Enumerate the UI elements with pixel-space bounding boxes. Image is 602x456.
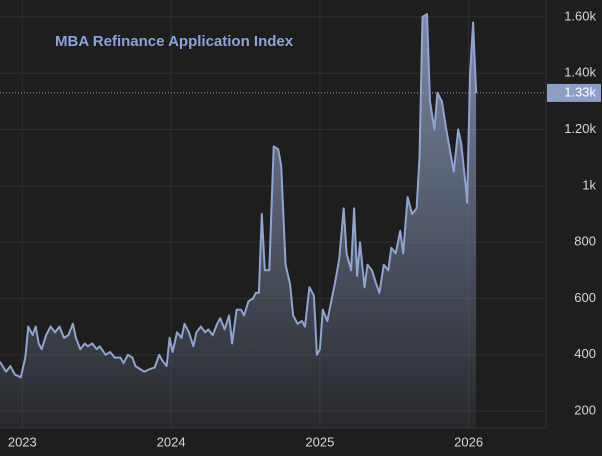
x-tick-label: 2023 bbox=[8, 434, 37, 449]
y-tick-label: 1.40k bbox=[564, 65, 596, 80]
y-tick-label: 1k bbox=[582, 177, 596, 192]
area bbox=[0, 14, 477, 428]
x-tick-label: 2024 bbox=[157, 434, 186, 449]
axes: 200 400 600 800 1k 1.20k 1.40k 1.60k 2023 2024 202… bbox=[8, 8, 601, 449]
x-tick-label: 2026 bbox=[454, 434, 483, 449]
y-tick-label: 200 bbox=[574, 403, 596, 418]
last-value-label: 1.33k bbox=[564, 84, 596, 99]
x-tick-label: 2025 bbox=[305, 434, 334, 449]
y-tick-label: 1.60k bbox=[564, 8, 596, 23]
line bbox=[0, 13, 478, 379]
plot bbox=[0, 13, 546, 428]
y-tick-label: 1.20k bbox=[564, 121, 596, 136]
y-tick-label: 800 bbox=[574, 234, 596, 249]
chart-title: MBA Refinance Application Index bbox=[55, 33, 294, 50]
last-value-box bbox=[547, 83, 601, 102]
y-tick-label: 600 bbox=[574, 290, 596, 305]
y-tick-label: 400 bbox=[574, 346, 596, 361]
